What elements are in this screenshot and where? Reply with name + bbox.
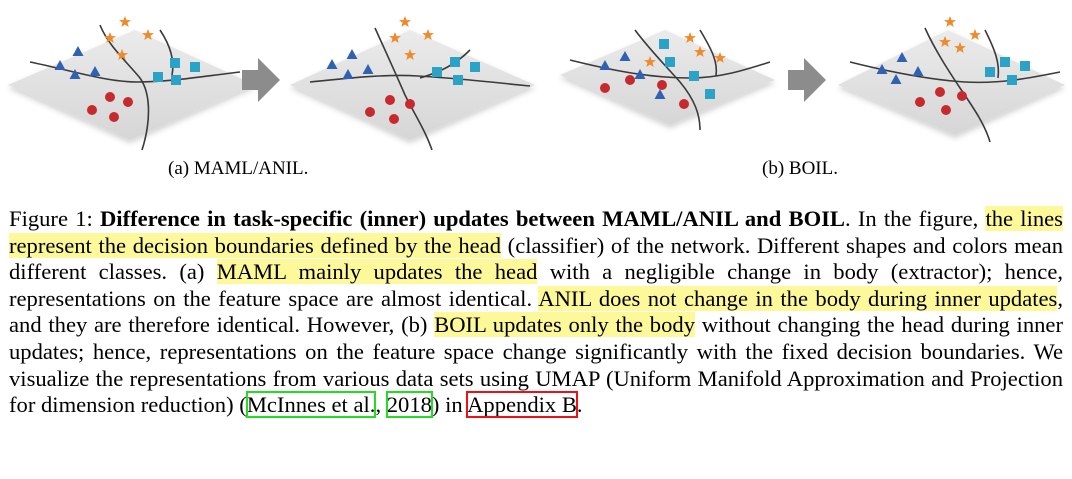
panel-a-after (290, 16, 535, 151)
caption-text: , (375, 392, 387, 418)
panel-a-before (8, 16, 255, 151)
highlight: ANIL does not change in the body during … (538, 285, 1058, 311)
feature-plane (838, 30, 1065, 135)
appendix-link[interactable]: Appendix B (466, 391, 578, 419)
arrow-icon (242, 58, 280, 102)
citation-year-link[interactable]: 2018 (385, 391, 433, 419)
feature-plane (8, 30, 255, 140)
caption-text: (classifier) of the network. Different s… (9, 232, 1063, 285)
figure-label: Figure 1: (9, 206, 100, 231)
panel-b-before (560, 29, 775, 131)
caption-text: without changing the head during inner u… (9, 312, 1063, 418)
subcaption-b: (b) BOIL. (762, 158, 838, 179)
caption-text: with a negligible change in body (extrac… (9, 259, 1064, 311)
highlight: BOIL updates only the body (434, 312, 695, 338)
subcaption-a: (a) MAML/ANIL. (168, 158, 309, 179)
highlight: MAML mainly updates the head (216, 259, 538, 285)
caption-text: ) in (431, 392, 468, 418)
arrow-icon (788, 58, 826, 102)
panel-b-after (838, 16, 1065, 143)
figure-caption: Figure 1: Difference in task-specific (i… (9, 206, 1063, 419)
caption-text: . In the figure, (845, 206, 986, 231)
caption-text: , and they are therefore identical. Howe… (9, 285, 1063, 338)
caption-text: . (576, 392, 583, 418)
caption-title: Difference in task-specific (inner) upda… (99, 206, 845, 231)
class-circles (87, 92, 133, 122)
feature-plane (290, 30, 535, 140)
citation-author-link[interactable]: McInnes et al. (245, 391, 377, 419)
figure-1-illustration (8, 16, 1065, 151)
